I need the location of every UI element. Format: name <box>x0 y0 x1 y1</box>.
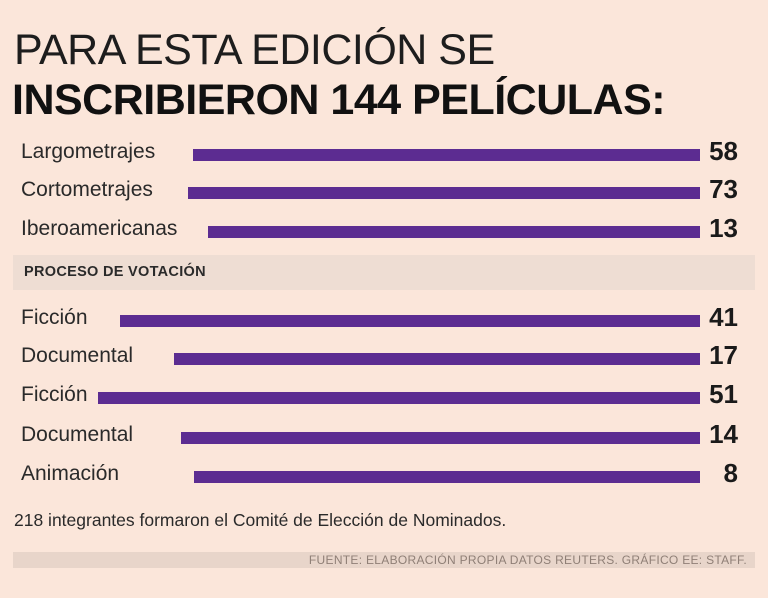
source-credit: FUENTE: ELABORACIÓN PROPIA DATOS REUTERS… <box>308 553 747 567</box>
footnote: 218 integrantes formaron el Comité de El… <box>14 510 507 530</box>
bar-row: Documental 17 <box>0 339 768 377</box>
bar-value: 73 <box>709 174 738 204</box>
source-strip: FUENTE: ELABORACIÓN PROPIA DATOS REUTERS… <box>13 552 755 568</box>
bar-label: Largometrajes <box>21 140 156 163</box>
bar-row: Documental 14 <box>0 418 768 456</box>
bar-label: Ficción <box>21 383 88 406</box>
bar-row: Iberoamericanas 13 <box>0 212 768 250</box>
bar-label: Documental <box>21 344 134 367</box>
bar-value: 13 <box>709 213 738 243</box>
bar-row: Largometrajes 58 <box>0 135 768 173</box>
bar-value: 51 <box>709 379 738 409</box>
bar-label: Iberoamericanas <box>21 217 178 240</box>
bar-row: Cortometrajes 73 <box>0 173 768 211</box>
bar <box>208 226 700 238</box>
bar-label: Documental <box>21 423 134 446</box>
section-label: PROCESO DE VOTACIÓN <box>24 264 206 280</box>
bar <box>193 149 700 161</box>
bar <box>188 187 700 199</box>
bar <box>174 353 700 365</box>
chart-title-line1: PARA ESTA EDICIÓN SE <box>14 26 495 74</box>
bar-label: Ficción <box>21 306 88 329</box>
chart-title-line2: INSCRIBIERON 144 PELÍCULAS: <box>12 76 666 124</box>
bar-value: 41 <box>709 302 738 332</box>
bar-value: 14 <box>709 419 738 449</box>
bar-label: Cortometrajes <box>21 178 153 201</box>
bar <box>194 471 700 483</box>
bar-value: 17 <box>709 340 738 370</box>
bar-value: 58 <box>709 136 738 166</box>
bar <box>181 432 700 444</box>
bar-row: Animación 8 <box>0 457 768 495</box>
section-header: PROCESO DE VOTACIÓN <box>13 255 755 290</box>
bar-row: Ficción 51 <box>0 378 768 416</box>
bar <box>120 315 700 327</box>
bar <box>98 392 700 404</box>
bar-value: 8 <box>723 458 738 488</box>
bar-row: Ficción 41 <box>0 301 768 339</box>
bar-label: Animación <box>21 462 120 485</box>
